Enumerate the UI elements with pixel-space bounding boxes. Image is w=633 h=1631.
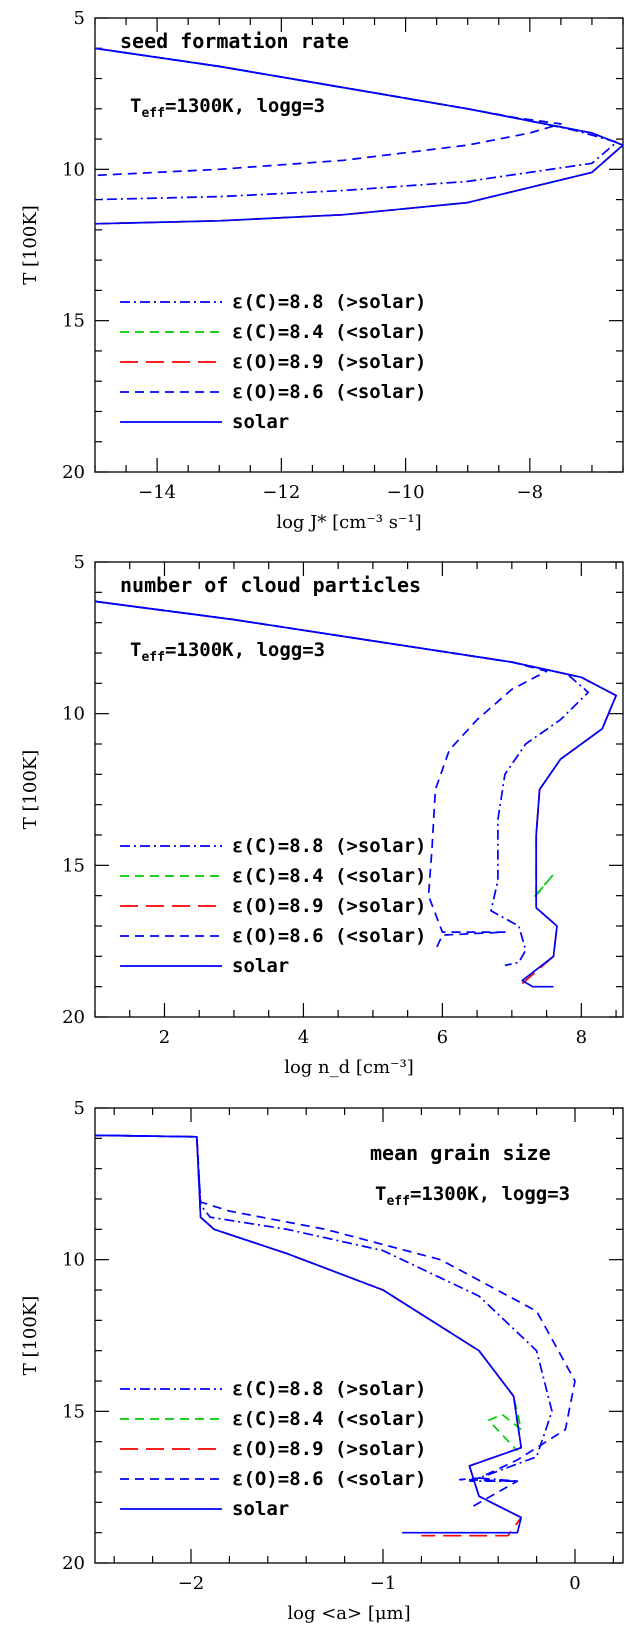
- panel-3: 5 10 15 20 −2 −1 0 log <a> [μm] T [100K] mean gra…: [20, 1098, 624, 1624]
- x-tick-label: −12: [262, 482, 300, 503]
- panel-2: 5 10 15 20 2 4 6 8 log n_d [cm⁻³] T [100K] number …: [20, 552, 624, 1078]
- params-annotation: Teff=1300K, logg=3: [130, 95, 325, 121]
- legend-label: solar: [232, 411, 289, 433]
- x-axis-label: log n_d [cm⁻³]: [284, 1057, 414, 1078]
- x-tick-label: −2: [178, 1573, 205, 1594]
- y-tick-label: 15: [62, 855, 85, 876]
- plot-frame: [94, 1107, 624, 1564]
- legend: ε(C)=8.8 (>solar) ε(C)=8.4 (<solar) ε(O)=8…: [120, 1378, 426, 1520]
- x-tick-label: −8: [517, 482, 544, 503]
- y-tick-label: 5: [74, 1098, 85, 1119]
- legend: ε(C)=8.8 (>solar) ε(C)=8.4 (<solar) ε(O)=8…: [120, 291, 426, 433]
- y-tick-label: 5: [74, 552, 85, 573]
- y-tick-label: 20: [62, 462, 85, 483]
- series-line-1: [95, 47, 618, 201]
- legend-label: ε(C)=8.8 (>solar): [232, 291, 426, 313]
- y-tick-label: 20: [62, 1007, 85, 1028]
- series-line-4: [95, 47, 562, 177]
- x-tick-label: −14: [138, 482, 176, 503]
- x-tick-label: −10: [387, 482, 425, 503]
- legend-label: ε(O)=8.9 (>solar): [232, 351, 426, 373]
- y-tick-label: 10: [62, 159, 85, 180]
- x-tick-label: 2: [159, 1027, 170, 1048]
- legend-label: ε(O)=8.6 (<solar): [232, 1468, 426, 1490]
- y-tick-label: 10: [62, 704, 85, 725]
- series-line-1: [95, 600, 590, 967]
- curves: [95, 1134, 576, 1537]
- curves: [95, 47, 623, 225]
- x-tick-label: −1: [370, 1573, 397, 1594]
- legend-label: ε(O)=8.6 (<solar): [232, 381, 426, 403]
- legend-label: ε(C)=8.8 (>solar): [232, 1378, 426, 1400]
- plot-frame: [94, 561, 624, 1018]
- y-tick-label: 15: [62, 311, 85, 332]
- panel-title: seed formation rate: [120, 29, 349, 53]
- series-line-4: [95, 600, 548, 951]
- x-axis-label: log <a> [μm]: [287, 1603, 410, 1624]
- plot-frame: [94, 17, 624, 473]
- legend-label: solar: [232, 955, 289, 977]
- panel-1: 5 10 15 20 −14 −12 −10 −8 log J* [cm⁻³ s⁻¹] T [10…: [20, 8, 624, 533]
- legend-label: ε(C)=8.8 (>solar): [232, 835, 426, 857]
- legend-label: solar: [232, 1498, 289, 1520]
- y-tick-label: 15: [62, 1401, 85, 1422]
- legend-label: ε(C)=8.4 (<solar): [232, 321, 426, 343]
- series-line-5: [95, 1134, 523, 1534]
- params-annotation: Teff=1300K, logg=3: [375, 1183, 570, 1209]
- x-tick-label: 0: [569, 1573, 580, 1594]
- legend: ε(C)=8.8 (>solar) ε(C)=8.4 (<solar) ε(O)=8…: [120, 835, 426, 977]
- x-tick-label: 4: [298, 1027, 309, 1048]
- curves: [95, 600, 617, 988]
- series-line-1: [95, 1134, 553, 1482]
- params-annotation: Teff=1300K, logg=3: [130, 639, 325, 665]
- x-axis-label: log J* [cm⁻³ s⁻¹]: [276, 512, 421, 533]
- y-tick-label: 10: [62, 1250, 85, 1271]
- y-tick-label: 5: [74, 8, 85, 29]
- y-axis-label: T [100K]: [20, 1296, 41, 1376]
- x-tick-label: 8: [576, 1027, 587, 1048]
- panel-title: number of cloud particles: [120, 573, 421, 597]
- legend-label: ε(O)=8.9 (>solar): [232, 895, 426, 917]
- x-tick-label: 6: [437, 1027, 448, 1048]
- legend-label: ε(C)=8.4 (<solar): [232, 1408, 426, 1430]
- panel-title: mean grain size: [370, 1141, 551, 1165]
- legend-label: ε(O)=8.6 (<solar): [232, 925, 426, 947]
- legend-label: ε(O)=8.9 (>solar): [232, 1438, 426, 1460]
- series-line-5: [95, 47, 623, 225]
- series-line-5: [95, 600, 617, 988]
- legend-label: ε(C)=8.4 (<solar): [232, 865, 426, 887]
- y-axis-label: T [100K]: [20, 205, 41, 285]
- y-axis-label: T [100K]: [20, 750, 41, 830]
- series-line-4: [95, 1134, 576, 1510]
- y-tick-label: 20: [62, 1553, 85, 1574]
